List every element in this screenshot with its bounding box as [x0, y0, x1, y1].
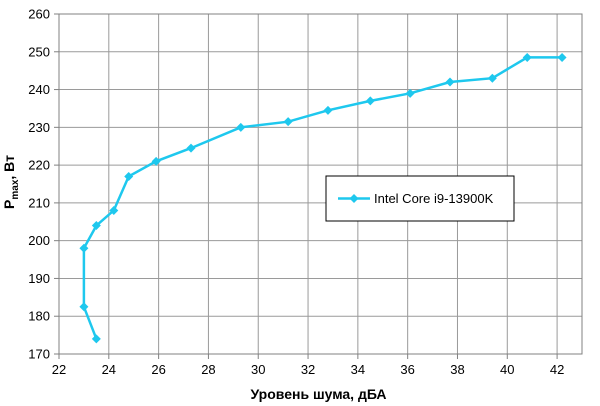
- data-point: [283, 117, 293, 127]
- data-point: [124, 171, 134, 181]
- data-point: [522, 52, 532, 62]
- y-tick-label: 230: [28, 120, 50, 135]
- legend-label: Intel Core i9-13900K: [374, 191, 494, 206]
- x-tick-label: 36: [400, 362, 414, 377]
- x-tick-label: 28: [201, 362, 215, 377]
- x-tick-label: 24: [102, 362, 116, 377]
- y-axis-title-subscript: max: [10, 179, 21, 199]
- y-tick-label: 190: [28, 271, 50, 286]
- data-point: [91, 221, 101, 231]
- x-tick-label: 30: [251, 362, 265, 377]
- y-tick-label: 170: [28, 347, 50, 362]
- data-point: [323, 105, 333, 115]
- data-point: [487, 73, 497, 83]
- data-point: [109, 205, 119, 215]
- y-tick-label: 180: [28, 309, 50, 324]
- y-tick-label: 250: [28, 44, 50, 59]
- data-point: [365, 96, 375, 106]
- data-point: [79, 243, 89, 253]
- x-axis: 22 24 26 28 30 32 34 36 38 40 42: [52, 354, 564, 377]
- data-point: [91, 334, 101, 344]
- y-axis-title-main: P: [1, 200, 17, 209]
- data-point: [151, 156, 161, 166]
- legend: Intel Core i9-13900K: [325, 175, 515, 222]
- x-tick-label: 32: [301, 362, 315, 377]
- x-tick-label: 40: [500, 362, 514, 377]
- x-tick-label: 42: [550, 362, 564, 377]
- data-point: [79, 302, 89, 312]
- data-point: [557, 52, 567, 62]
- x-axis-title: Уровень шума, дБА: [251, 386, 387, 402]
- data-point: [186, 143, 196, 153]
- y-tick-label: 200: [28, 233, 50, 248]
- y-axis-title-unit: , Вт: [1, 155, 17, 180]
- data-point: [405, 88, 415, 98]
- plot-area: [58, 13, 583, 355]
- y-tick-label: 240: [28, 82, 50, 97]
- y-tick-label: 220: [28, 158, 50, 173]
- y-axis-title: Pmax, Вт: [1, 155, 21, 209]
- y-axis: 170 180 190 200 210 220 230 240 250 260: [28, 7, 59, 362]
- data-point: [236, 122, 246, 132]
- x-tick-label: 22: [52, 362, 66, 377]
- x-tick-label: 26: [151, 362, 165, 377]
- legend-marker: [349, 194, 359, 203]
- x-tick-label: 34: [351, 362, 365, 377]
- x-tick-label: 38: [450, 362, 464, 377]
- series-markers: [79, 52, 567, 344]
- y-tick-label: 260: [28, 7, 50, 22]
- data-point: [445, 77, 455, 87]
- y-tick-label: 210: [28, 195, 50, 210]
